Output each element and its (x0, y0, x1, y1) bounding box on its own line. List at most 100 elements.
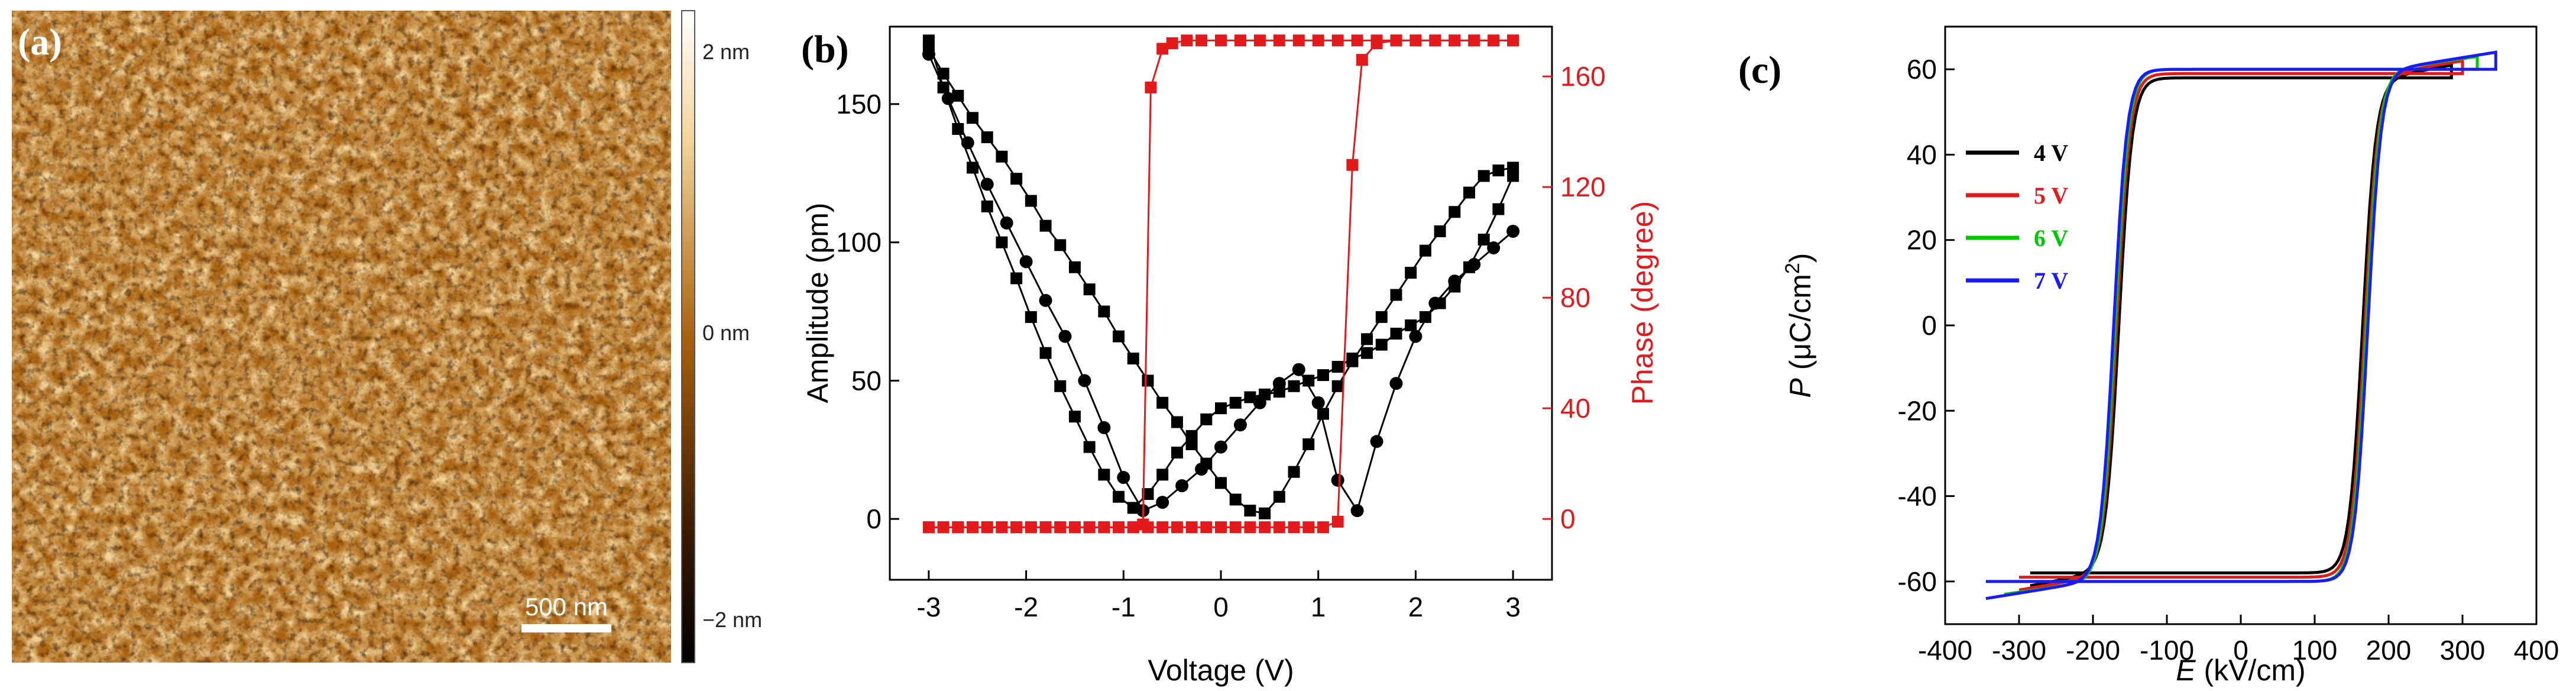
x-tick-label-c: -300 (1992, 635, 2046, 666)
data-point-b (1477, 170, 1490, 182)
data-point-b (1127, 502, 1139, 514)
data-point-b (1331, 473, 1344, 487)
data-point-b (1214, 440, 1227, 454)
y-axis-label-c-close: ) (1784, 253, 1817, 263)
y-axis-left-b: 0 50 100 150 (836, 89, 899, 534)
data-point-b (1156, 43, 1169, 55)
data-point-b (1054, 521, 1067, 534)
data-point-b (981, 521, 993, 534)
data-point-b (1025, 195, 1037, 207)
data-point-b (1507, 170, 1519, 182)
data-point-b (1492, 203, 1505, 215)
data-point-b (1054, 239, 1067, 251)
data-point-b (1389, 377, 1403, 390)
y-tick-label-c: -40 (1898, 481, 1937, 512)
data-point-b (1166, 37, 1178, 50)
x-axis-label-c-symbol: E (2176, 654, 2196, 687)
y-tick-label-c: -60 (1898, 566, 1937, 597)
data-point-b (1171, 521, 1183, 534)
data-point-b (1492, 164, 1505, 177)
series-group-c (1985, 50, 2497, 600)
data-point-b (1259, 507, 1271, 519)
data-point-b (1229, 396, 1242, 409)
data-point-b (967, 112, 978, 124)
data-point-b (967, 162, 978, 174)
data-point-b (1346, 353, 1359, 364)
data-point-b (981, 131, 993, 143)
data-point-b (1200, 413, 1213, 425)
data-point-b (1000, 216, 1013, 230)
data-point-b (1288, 380, 1300, 392)
data-point-b (937, 521, 950, 534)
data-point-b (1361, 347, 1373, 359)
data-point-b (1317, 521, 1329, 534)
data-point-b (941, 92, 955, 105)
data-point-b (1292, 34, 1305, 47)
data-point-b (1302, 521, 1315, 534)
data-point-b (1429, 34, 1441, 47)
y-axis-label-c-sup: 2 (1781, 263, 1804, 274)
y2-tick-label-b: 120 (1560, 172, 1606, 202)
data-point-b (1488, 34, 1500, 47)
data-point-b (1078, 374, 1091, 388)
data-point-b (1244, 521, 1256, 534)
data-point-b (1039, 219, 1052, 232)
panel-label-a: (a) (18, 21, 62, 63)
data-point-b (1229, 521, 1242, 534)
data-point-b (1156, 396, 1169, 409)
y-tick-label-b: 0 (866, 503, 882, 534)
panel-a: (a) 500 nm 2 nm 0 nm −2 nm (12, 10, 762, 663)
scale-bar (521, 624, 611, 632)
hysteresis-loop-7v (1985, 50, 2497, 600)
data-point-b (1113, 490, 1125, 503)
data-point-b (1244, 505, 1256, 517)
data-point-b (1054, 380, 1067, 392)
panel-label-b: (b) (801, 28, 849, 71)
data-point-b (1039, 521, 1052, 534)
data-point-b (1215, 402, 1227, 415)
legend-label: 6 V (2034, 225, 2068, 251)
data-point-b (1272, 377, 1286, 390)
plot-frame-b (889, 25, 1553, 581)
x-axis-label-c: E (kV/cm) (2176, 654, 2305, 687)
data-point-b (961, 136, 974, 150)
data-point-b (1010, 173, 1023, 185)
x-axis-label-b: Voltage (V) (1148, 654, 1294, 687)
y-tick-label-c: 60 (1907, 54, 1937, 85)
data-point-b (1487, 241, 1501, 254)
data-point-b (1058, 330, 1072, 343)
colorbar-max-label: 2 nm (702, 40, 750, 64)
data-point-b (1449, 206, 1461, 218)
data-point-b (1288, 466, 1300, 478)
x-tick-label-c: -200 (2066, 635, 2120, 666)
data-point-b (1434, 225, 1446, 237)
data-point-b (1117, 471, 1130, 485)
x-tick-label-c: 0 (2233, 635, 2248, 666)
y-tick-label-c: 0 (1922, 310, 1937, 341)
data-point-b (1083, 283, 1096, 296)
data-point-b (1467, 258, 1481, 272)
data-point-b (1010, 272, 1023, 285)
colorbar-min-label: −2 nm (702, 608, 762, 632)
data-point-b (1253, 34, 1266, 47)
data-point-b (1370, 435, 1383, 448)
data-point-b (1025, 311, 1037, 323)
data-point-b (1311, 396, 1325, 409)
series-group-b (922, 34, 1520, 534)
data-point-b (1142, 521, 1154, 534)
data-point-b (1302, 374, 1315, 387)
data-point-b (1175, 479, 1189, 493)
data-point-b (996, 150, 1008, 163)
data-point-b (922, 34, 935, 47)
data-point-b (1171, 416, 1183, 428)
x-tick-label-b: 2 (1408, 592, 1424, 622)
data-point-b (1156, 469, 1169, 481)
data-point-b (1288, 521, 1300, 534)
panel-label-c: (c) (1738, 49, 1781, 92)
x-axis-c: -400 -300 -200 -100 0 100 200 300 400 (1918, 615, 2559, 666)
data-point-b (1405, 267, 1417, 279)
y2-tick-label-b: 0 (1560, 503, 1576, 534)
x-tick-label-b: 3 (1505, 592, 1521, 622)
data-point-b (1244, 391, 1256, 403)
